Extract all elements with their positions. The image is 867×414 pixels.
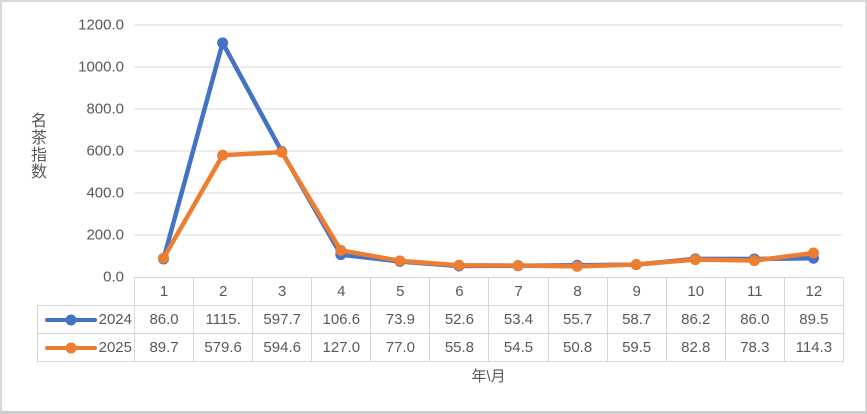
legend-key-icon (44, 342, 97, 353)
table-value-cell: 59.5 (606, 333, 667, 362)
marker-2025 (335, 244, 347, 256)
y-tick-label: 1200.0 (78, 16, 124, 34)
y-axis-title-char: 茶 (30, 130, 47, 147)
marker-2025 (748, 255, 760, 267)
table-header-month: 11 (724, 277, 785, 306)
marker-2025 (689, 254, 701, 266)
table-header-month: 2 (193, 277, 254, 306)
table-header-month: 6 (429, 277, 490, 306)
marker-2025 (630, 259, 642, 271)
marker-2025 (453, 259, 465, 271)
table-value-cell: 106.6 (311, 305, 372, 334)
marker-2025 (217, 149, 229, 161)
table-header-month: 1 (133, 277, 195, 306)
table-value-cell: 73.9 (370, 305, 431, 334)
table-header-month: 9 (606, 277, 667, 306)
table-header-month: 4 (311, 277, 372, 306)
table-value-cell: 86.0 (133, 305, 195, 334)
table-value-cell: 77.0 (370, 333, 431, 362)
legend-cell-2025: 2025 (37, 333, 135, 362)
table-row-2025: 2025 89.7 579.6 594.6 127.0 77.0 55.8 54.5 50.8 5… (37, 333, 844, 362)
marker-2025 (394, 255, 406, 267)
table-header-month: 10 (665, 277, 726, 306)
table-value-cell: 114.3 (783, 333, 844, 362)
table-value-cell: 86.0 (724, 305, 785, 334)
table-value-cell: 1115. (193, 305, 254, 334)
table-header-month: 3 (252, 277, 313, 306)
table-value-cell: 594.6 (252, 333, 313, 362)
y-tick-label: 200.0 (86, 226, 124, 244)
y-tick-label: 600.0 (86, 142, 124, 160)
x-axis-title: 年\月 (471, 368, 506, 385)
table-header-month: 12 (783, 277, 844, 306)
y-axis-title-char: 名 (30, 113, 47, 130)
series-line-2025 (161, 149, 816, 269)
table-value-cell: 86.2 (665, 305, 726, 334)
marker-2025 (512, 260, 524, 272)
y-axis-title-char: 指 (30, 147, 47, 164)
y-axis-title-char: 数 (30, 164, 47, 181)
table-value-cell: 597.7 (252, 305, 313, 334)
table-value-cell: 127.0 (311, 333, 372, 362)
y-tick-label: 1000.0 (78, 58, 124, 76)
marker-2024 (217, 37, 229, 49)
table-value-cell: 78.3 (724, 333, 785, 362)
y-tick-label: 800.0 (86, 100, 124, 118)
table-value-cell: 58.7 (606, 305, 667, 334)
legend-cell-2024: 2024 (37, 305, 135, 334)
table-value-cell: 82.8 (665, 333, 726, 362)
table-corner-blank (38, 278, 135, 306)
table-header-month: 5 (370, 277, 431, 306)
table-value-cell: 55.7 (547, 305, 608, 334)
table-row-2024: 2024 86.0 1115. 597.7 106.6 73.9 52.6 53.4 55.7 5… (37, 305, 844, 334)
table-value-cell: 55.8 (429, 333, 490, 362)
table-value-cell: 52.6 (429, 305, 490, 334)
data-table: 1 2 3 4 5 6 7 8 9 10 11 12 2024 86.0 1115. 597.7 106.6 73… (37, 277, 844, 362)
table-header-month: 8 (547, 277, 608, 306)
legend-key-icon (44, 314, 97, 325)
marker-2025 (276, 146, 288, 158)
marker-2025 (807, 247, 819, 259)
marker-2025 (158, 252, 170, 264)
y-tick-label: 400.0 (86, 184, 124, 202)
table-value-cell: 579.6 (193, 333, 254, 362)
table-header-month: 7 (488, 277, 549, 306)
legend-label: 2024 (98, 311, 132, 328)
marker-2025 (571, 260, 583, 272)
table-value-cell: 50.8 (547, 333, 608, 362)
table-value-cell: 89.7 (133, 333, 195, 362)
legend-label: 2025 (98, 339, 132, 356)
table-value-cell: 53.4 (488, 305, 549, 334)
y-tick-label: 0.0 (103, 268, 124, 286)
table-value-cell: 54.5 (488, 333, 549, 362)
table-value-cell: 89.5 (783, 305, 844, 334)
y-axis-title: 名茶指数 (27, 113, 51, 181)
